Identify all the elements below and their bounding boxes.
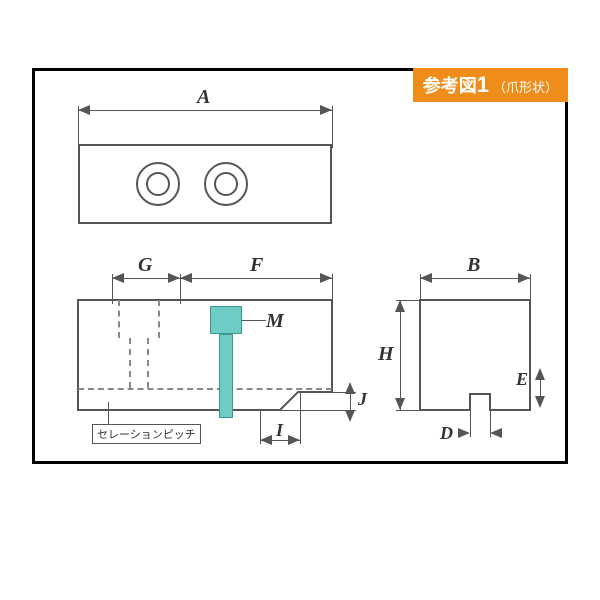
dim-f-al [180,273,192,283]
dim-a-arrow-l [78,105,90,115]
end-view-block [420,300,530,410]
bolt-head [210,306,242,334]
ext-j-2 [280,410,356,411]
dim-g-label: G [138,254,152,277]
dim-d-al [490,428,502,438]
dim-f-line [180,278,332,279]
ext-a-right [332,106,333,148]
dim-j-ad [345,410,355,422]
dim-a-label: A [197,86,210,109]
dim-b-ar [518,273,530,283]
title-badge: 参考図1 （爪形状） [413,68,568,102]
ext-j-1 [332,392,356,393]
dim-e-au [535,368,545,380]
title-main: 参考図 [423,76,477,96]
dim-d-label: D [440,423,453,444]
dim-b-label: B [467,254,480,277]
dim-g-al [112,273,124,283]
dim-j-line [350,392,351,410]
dim-b-al [420,273,432,283]
dim-e-line [540,378,541,396]
hidden-bolt-1a [118,300,120,338]
dim-g-ar [168,273,180,283]
m-leader [242,320,266,321]
title-number: 1 [477,72,489,97]
dim-h-line [400,300,401,410]
hole-1-inner [146,172,170,196]
dim-i-al [260,435,272,445]
dim-b-line [420,278,530,279]
ext-b-2 [530,274,531,304]
hidden-bolt-1d [147,338,149,388]
dim-e-ad [535,396,545,408]
serration-leader [108,402,109,424]
dim-f-ar [320,273,332,283]
dim-a-line [78,110,332,111]
dim-h-label: H [378,343,394,366]
hidden-bolt-1b [158,300,160,338]
ext-i-2 [300,392,301,444]
hole-2-inner [214,172,238,196]
dashed-floor [78,388,332,390]
ext-d-1 [470,410,471,437]
bolt-shaft [219,334,233,418]
title-sub: （爪形状） [493,80,558,95]
serration-label: セレーションピッチ [92,424,201,444]
hidden-bolt-1c [129,338,131,388]
dim-e-label: E [516,369,528,390]
dim-h-au [395,300,405,312]
dim-i-label: I [276,420,283,441]
dim-m-label: M [266,310,284,333]
dim-d-ar [458,428,470,438]
dim-i-ar [288,435,300,445]
ext-gf-3 [332,274,333,304]
dim-j-label: J [358,389,367,410]
ext-h-2 [396,410,424,411]
dim-a-arrow-r [320,105,332,115]
dim-f-label: F [250,254,263,277]
dim-h-ad [395,398,405,410]
side-view-block [78,300,332,410]
